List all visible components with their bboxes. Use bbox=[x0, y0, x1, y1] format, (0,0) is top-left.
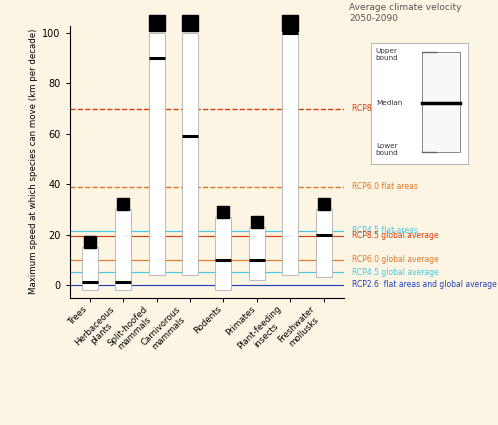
Bar bbox=[215, 217, 232, 290]
Bar bbox=[148, 33, 164, 275]
Text: RCP4.5 global average: RCP4.5 global average bbox=[352, 268, 439, 277]
Text: Upper
bound: Upper bound bbox=[376, 48, 398, 61]
Text: RCP6.0 global average: RCP6.0 global average bbox=[352, 255, 439, 264]
Text: RCP4.5 flat areas: RCP4.5 flat areas bbox=[352, 226, 418, 235]
Text: Lower
bound: Lower bound bbox=[376, 143, 398, 156]
Bar bbox=[316, 210, 332, 278]
Y-axis label: Maximum speed at which species can move (km per decade): Maximum speed at which species can move … bbox=[29, 29, 38, 294]
Bar bbox=[249, 227, 265, 280]
Bar bbox=[282, 33, 298, 275]
Text: Median: Median bbox=[376, 100, 402, 106]
Text: RCP2.6  flat areas and global average: RCP2.6 flat areas and global average bbox=[352, 280, 497, 289]
Bar bbox=[82, 247, 98, 290]
Text: RCP6.0 flat areas: RCP6.0 flat areas bbox=[352, 182, 418, 191]
Bar bbox=[421, 52, 460, 152]
Text: Average climate velocity
2050-2090: Average climate velocity 2050-2090 bbox=[349, 3, 462, 23]
Text: RCP8.5 flat areas: RCP8.5 flat areas bbox=[352, 104, 418, 113]
Text: RCP8.5 global average: RCP8.5 global average bbox=[352, 231, 439, 240]
Bar bbox=[115, 210, 131, 290]
Bar bbox=[182, 33, 198, 275]
